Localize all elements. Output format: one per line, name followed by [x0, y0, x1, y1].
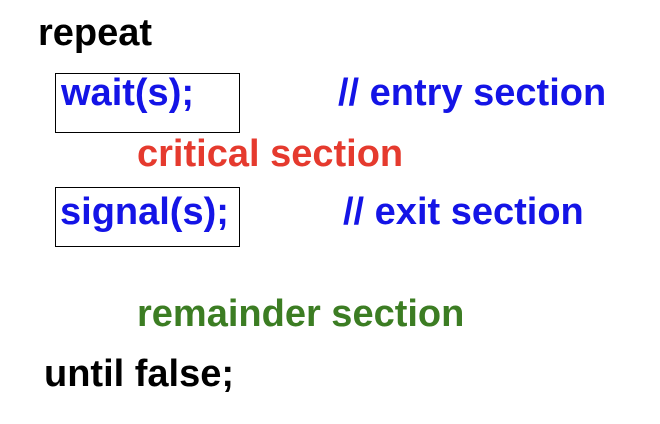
entry-section-comment: // entry section	[338, 72, 607, 114]
until-statement: until false;	[44, 353, 235, 395]
signal-statement: signal(s);	[60, 191, 229, 233]
critical-section-label: critical section	[137, 133, 404, 175]
remainder-section-label: remainder section	[137, 293, 465, 335]
wait-box	[55, 73, 240, 133]
repeat-keyword: repeat	[38, 12, 153, 54]
exit-section-comment: // exit section	[343, 191, 584, 233]
wait-statement: wait(s);	[61, 72, 194, 114]
signal-box	[55, 187, 240, 247]
